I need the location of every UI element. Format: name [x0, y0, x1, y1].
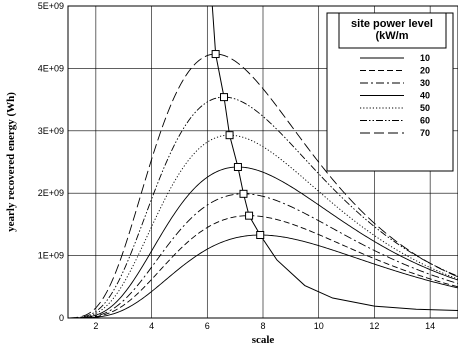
axis-ticks: 2 4 6 8 10 12 14 0 1E+09 2E+09 3E+09 4E+09 5E+09 — [38, 1, 435, 331]
plot-frame — [67, 5, 458, 319]
y-axis-title: yearly recovered energy (Wh) — [5, 92, 17, 232]
series-line-40 — [67, 166, 458, 319]
legend-label-60: 60 — [420, 116, 430, 126]
peak-marker-30 — [239, 189, 248, 198]
series-line-20 — [67, 215, 458, 319]
legend-title: site power level (kW/m — [351, 18, 433, 42]
peak-marker-50 — [225, 131, 234, 140]
x-tick-label: 14 — [425, 321, 435, 331]
optimum-line — [211, 5, 458, 312]
y-tick-label: 3E+09 — [38, 126, 64, 136]
legend-label-10: 10 — [420, 53, 430, 63]
optimum-curve — [211, 5, 458, 312]
peak-marker-10 — [256, 231, 265, 240]
peak-marker-60 — [220, 93, 228, 102]
legend-label-50: 50 — [420, 103, 430, 113]
legend-label-40: 40 — [420, 91, 430, 101]
legend-title-line: site power level — [351, 18, 433, 30]
peak-marker-40 — [233, 162, 242, 171]
x-tick-label: 12 — [369, 321, 379, 331]
y-tick-label: 2E+09 — [38, 188, 64, 198]
legend-label-30: 30 — [420, 78, 430, 88]
x-tick-label: 8 — [260, 321, 265, 331]
x-tick-label: 6 — [205, 321, 210, 331]
legend-label-20: 20 — [420, 66, 430, 76]
legend-label-70: 70 — [420, 128, 430, 138]
y-tick-label: 1E+09 — [38, 251, 64, 261]
series-line-70 — [67, 53, 458, 319]
peak-marker-70 — [211, 50, 220, 59]
y-tick-label: 4E+09 — [38, 63, 64, 73]
legend: site power level (kW/m 10 20 30 40 50 60 70 — [326, 12, 454, 172]
series-line-30 — [68, 193, 458, 319]
y-tick-label: 0 — [59, 313, 64, 323]
legend-title-line: (kW/m — [376, 30, 409, 42]
x-tick-label: 2 — [93, 321, 98, 331]
peak-marker-20 — [245, 211, 254, 220]
x-axis-title: scale — [252, 334, 275, 346]
y-tick-label: 5E+09 — [38, 1, 64, 11]
legend-title-box — [338, 12, 447, 49]
x-tick-label: 10 — [314, 321, 324, 331]
series-line-50 — [67, 134, 458, 319]
x-tick-label: 4 — [149, 321, 154, 331]
legend-items: 10 20 30 40 50 60 70 — [360, 53, 430, 138]
